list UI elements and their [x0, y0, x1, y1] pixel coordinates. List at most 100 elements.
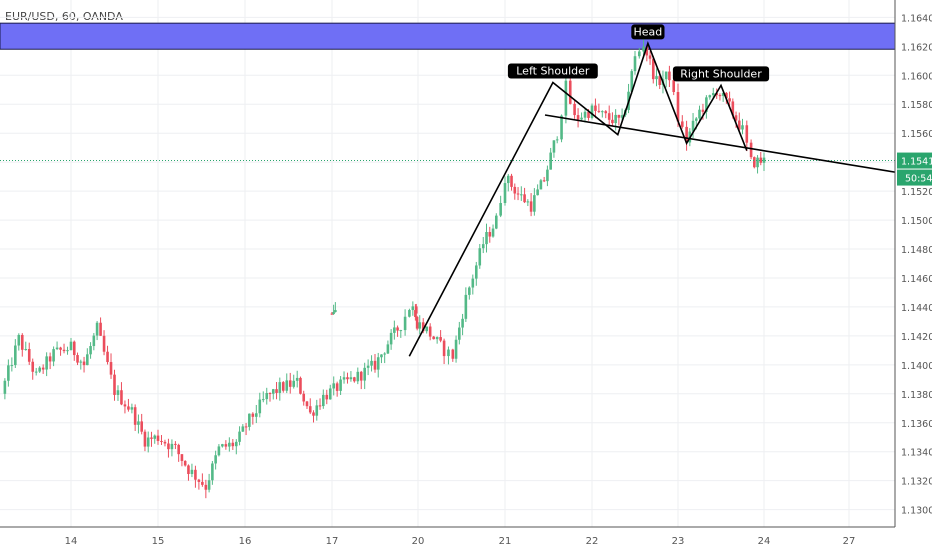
candle-body [432, 336, 435, 340]
candle-body [638, 51, 641, 57]
candle-body [648, 55, 652, 59]
x-tick-label: 20 [412, 536, 425, 547]
candle-body [285, 380, 289, 391]
candle-body [753, 157, 756, 168]
candle-body [583, 111, 587, 118]
candle-body [481, 244, 485, 249]
candle-body [295, 377, 299, 381]
x-tick-label: 14 [65, 536, 78, 547]
candle-body [408, 310, 411, 317]
candle-body [275, 389, 278, 393]
candle-body [414, 306, 418, 314]
candle-body [597, 110, 601, 112]
candle-body [187, 465, 190, 475]
candle-body [725, 92, 728, 99]
candle-body [31, 361, 35, 372]
candle-body [17, 334, 21, 346]
candle-body [668, 71, 671, 81]
candle-body [328, 388, 332, 400]
candle-body [516, 193, 520, 195]
candle-body [491, 228, 495, 237]
candle-body [681, 121, 684, 127]
y-tick-label: 1.14000 [901, 361, 932, 372]
candle-body [414, 310, 417, 318]
x-tick-label: 16 [239, 536, 252, 547]
current-price-label: 1.15411 [901, 157, 932, 168]
candle-body [418, 322, 422, 329]
y-tick-label: 1.13200 [901, 477, 932, 488]
candle-body [153, 435, 157, 439]
candle-body [190, 469, 194, 475]
candle-body [55, 347, 59, 350]
x-tick-label: 24 [758, 536, 771, 547]
candle-body [332, 312, 335, 314]
candle-body [523, 194, 526, 203]
candle-body [113, 374, 116, 395]
y-tick-label: 1.16200 [901, 42, 932, 53]
candle-body [41, 367, 45, 370]
candle-body [146, 437, 150, 447]
current-price-badge [897, 152, 932, 169]
candle-body [271, 389, 275, 394]
candle-body [95, 322, 99, 336]
candle-body [691, 120, 695, 132]
candle-body [428, 326, 432, 337]
candle-body [741, 125, 744, 130]
candle-body [474, 265, 478, 279]
candle-body [468, 287, 471, 295]
candle-body [393, 327, 396, 333]
candle-body [380, 354, 383, 358]
candle-body [620, 115, 624, 118]
candle-body [248, 413, 251, 427]
candle-body [214, 455, 217, 464]
y-tick-label: 1.13000 [901, 506, 932, 517]
candle-body [611, 119, 614, 124]
candle-body [201, 481, 204, 485]
candle-body [594, 105, 597, 111]
price-axis-bg [895, 0, 932, 550]
candle-body [721, 92, 725, 96]
candle-body [403, 316, 407, 331]
candle-body [228, 442, 231, 447]
candle-body [231, 442, 235, 447]
countdown-label: 50:54 [905, 174, 932, 185]
candle-body [346, 377, 349, 380]
candle-body [471, 278, 475, 288]
candle-body [174, 443, 177, 445]
candle-body [305, 401, 309, 407]
candle-body [353, 377, 356, 382]
candle-body [102, 335, 106, 352]
candle-body [536, 189, 539, 196]
candle-body [66, 350, 69, 352]
candle-body [552, 140, 556, 153]
symbol-label: EUR/USD, 60, OANDA [5, 10, 123, 23]
candle-body [194, 469, 197, 480]
candle-body [601, 111, 604, 113]
candle-body [672, 80, 675, 93]
candle-body [127, 406, 130, 410]
y-tick-label: 1.16000 [901, 71, 932, 82]
candle-body [3, 380, 7, 394]
candle-body [299, 377, 302, 394]
candle-body [461, 318, 464, 328]
y-tick-label: 1.15000 [901, 216, 932, 227]
y-tick-label: 1.14400 [901, 303, 932, 314]
candle-body [506, 175, 510, 184]
time-axis-bg [0, 527, 932, 550]
candle-body [685, 126, 688, 143]
candle-body [399, 330, 403, 332]
candle-body [308, 406, 312, 413]
candle-body [330, 313, 334, 315]
candle-body [14, 345, 17, 366]
candle-body [82, 361, 86, 366]
candle-body [123, 404, 127, 407]
candle-body [587, 111, 590, 118]
candle-body [383, 353, 386, 355]
candle-body [335, 383, 339, 391]
candle-body [676, 92, 680, 122]
countdown-badge [897, 169, 932, 186]
annotation-head: Head [631, 24, 665, 40]
candle-body [334, 310, 337, 313]
candle-body [698, 109, 701, 119]
candle-body [207, 480, 211, 490]
